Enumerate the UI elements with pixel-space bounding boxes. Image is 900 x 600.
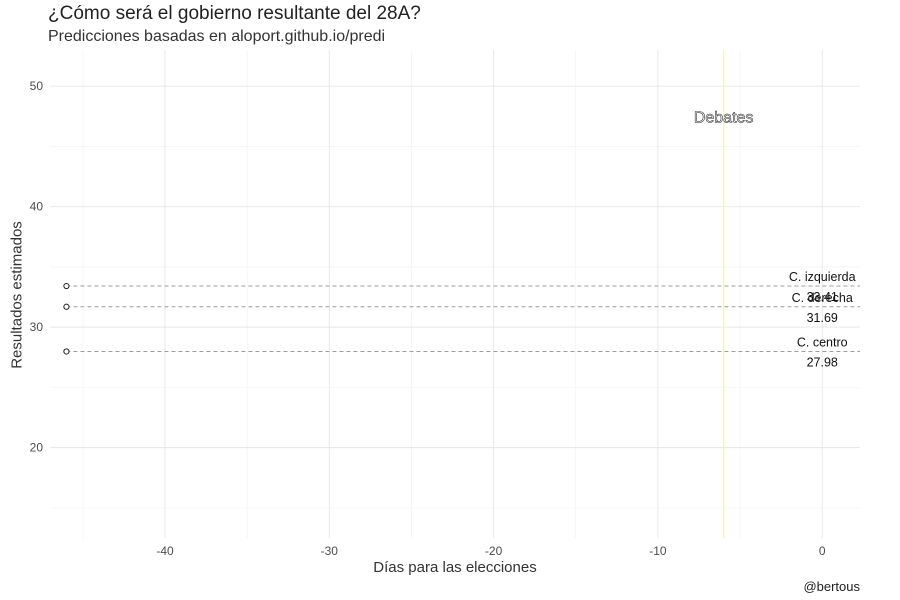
chart-subtitle: Predicciones basadas en aloport.github.i… [48, 28, 386, 45]
grid [50, 50, 860, 538]
x-tick-label: -10 [649, 544, 667, 558]
chart-caption: @bertous [803, 579, 860, 594]
series-name-label: C. derecha [792, 291, 853, 305]
chart-title: ¿Cómo será el gobierno resultante del 28… [48, 3, 421, 24]
x-tick-label: -40 [156, 544, 174, 558]
series-name-label: C. izquierda [789, 270, 856, 284]
series-name-label: C. centro [797, 335, 848, 349]
y-tick-label: 30 [30, 320, 44, 334]
y-tick-label: 50 [30, 79, 44, 93]
series-value-label: 31.69 [807, 311, 838, 325]
series-layer: C. izquierda 33.41C. derecha 31.69 C. centr… [63, 270, 860, 369]
y-axis-label: Resultados estimados [8, 221, 26, 369]
series-value-label: 33.41 [807, 290, 838, 304]
data-point [63, 303, 70, 310]
data-point [63, 282, 70, 290]
series-value-label: 27.98 [807, 355, 838, 369]
x-axis-label: Días para las elecciones [373, 559, 537, 576]
debates-annotation: Debates [694, 109, 754, 126]
y-tick-label: 20 [30, 441, 44, 455]
x-tick-label: -20 [485, 544, 503, 558]
y-tick-label: 40 [30, 200, 44, 214]
x-tick-label: 0 [819, 544, 826, 558]
data-point [63, 348, 70, 355]
x-tick-label: -30 [321, 544, 339, 558]
axis-ticks: -40 -30 -20 -10 0 20 30 40 50 [30, 79, 826, 558]
